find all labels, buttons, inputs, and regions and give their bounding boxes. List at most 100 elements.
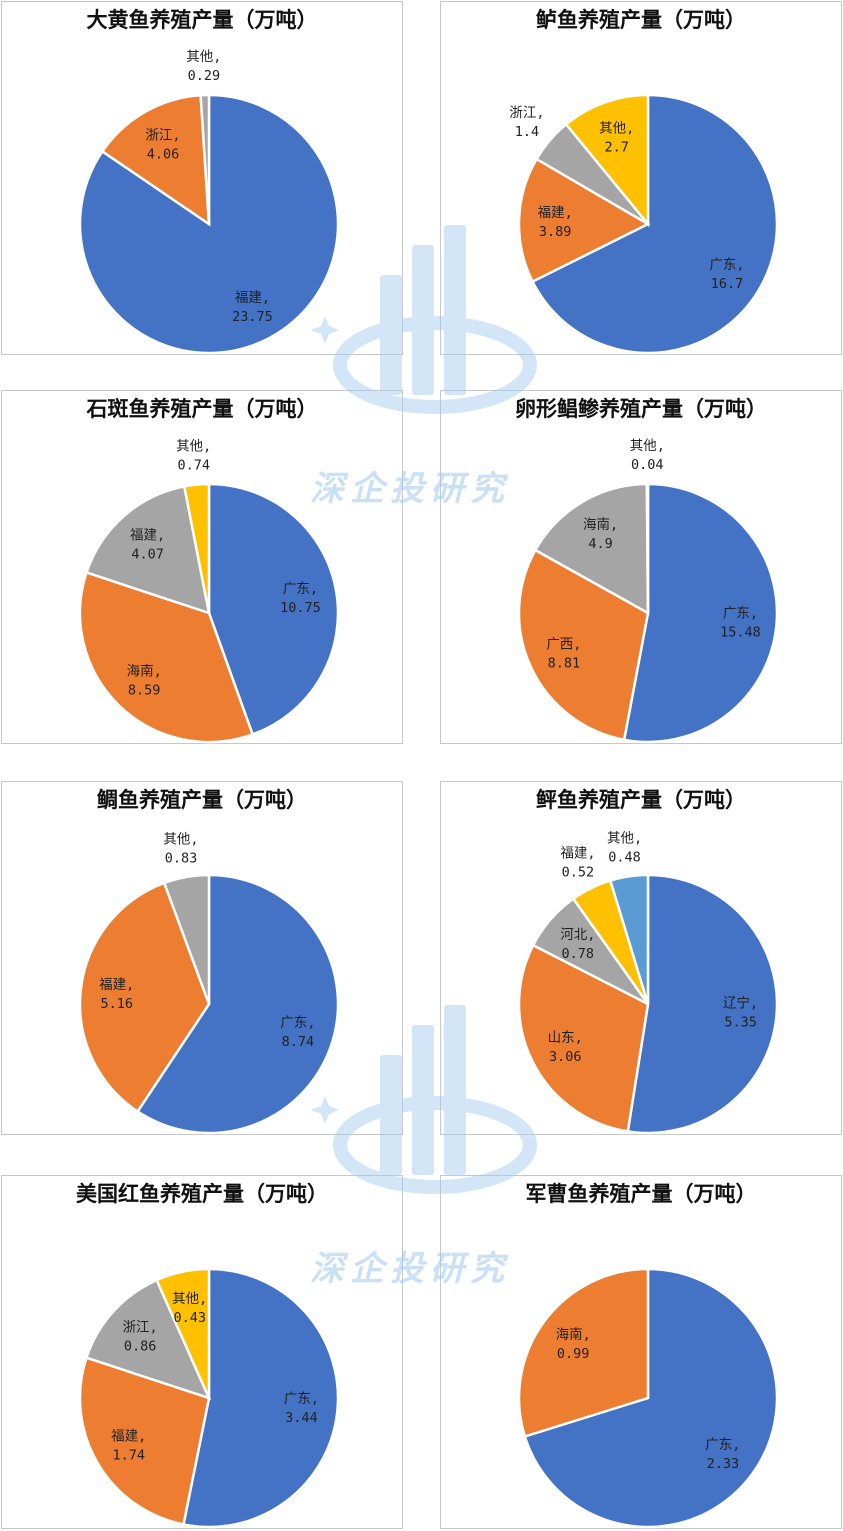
pie-chart-panel: 石斑鱼养殖产量（万吨） 广东, 10.75 海南, 8.59 福建, 4.07 其他, 0.74 [1,390,403,744]
slice-name-label: 辽宁, [723,994,758,1011]
slice-name-label: 浙江, [509,105,544,121]
pie-slice-广东 [182,1267,340,1529]
pie-slice-广东 [207,482,340,737]
pie-slice-广东 [523,1267,779,1529]
pie-slice-广东 [530,93,779,355]
pie-chart-panel: 军曹鱼养殖产量（万吨） 广东, 2.33 海南, 0.99 [440,1175,842,1529]
slice-value-label: 0.29 [188,68,221,84]
chart-title: 石斑鱼养殖产量（万吨） [86,396,318,421]
pie-chart: 广东, 2.33 海南, 0.99 [517,1267,779,1529]
slice-value-label: 0.83 [165,850,198,866]
slice-name-label: 福建, [235,290,270,306]
pie-slice-辽宁 [626,873,779,1135]
slice-value-label: 23.75 [232,309,273,325]
slice-name-label: 其他, [599,121,634,137]
slice-value-label: 2.33 [707,1456,740,1472]
slice-value-label: 10.75 [280,600,321,616]
pie-chart: 广东, 3.44 福建, 1.74 浙江, 0.86 其他, 0.43 [78,1267,340,1529]
pie-slice-其他 [182,482,211,614]
pie-slice-山东 [517,943,650,1133]
slice-value-label: 1.4 [515,124,539,140]
pie-slice-广东 [135,873,340,1135]
slice-value-label: 5.35 [724,1014,757,1030]
pie-chart: 广东, 8.74 福建, 5.16 其他, 0.83 [78,831,340,1135]
pie-slice-福建 [78,1356,211,1526]
pie-slice-福建 [517,157,651,284]
slice-value-label: 4.06 [147,146,180,162]
pie-chart-panel: 鲷鱼养殖产量（万吨） 广东, 8.74 福建, 5.16 其他, 0.83 [1,781,403,1135]
chart-title: 军曹鱼养殖产量（万吨） [525,1181,757,1206]
slice-name-label: 海南, [583,517,618,533]
slice-value-label: 5.16 [100,996,133,1012]
slice-name-label: 山东, [548,1030,583,1046]
pie-slice-海南 [533,482,650,616]
slice-name-label: 广东, [705,1437,740,1453]
pie-slice-其他 [645,482,650,614]
pie-slice-广东 [622,482,779,744]
slice-name-label: 海南, [556,1327,591,1343]
slice-name-label: 其他, [186,49,221,65]
pie-chart: 福建, 23.75 浙江, 4.06 其他, 0.29 [78,49,340,355]
pie-slice-其他 [155,1267,211,1399]
pie-chart-panel: 鲆鱼养殖产量（万吨） 辽宁, 5.35 山东, 3.06 河北, 0.78 福建, 0.52 其他… [440,781,842,1135]
chart-title: 大黄鱼养殖产量（万吨） [86,7,318,32]
slice-value-label: 0.43 [173,1310,206,1326]
pie-slice-浙江 [100,93,211,227]
slice-value-label: 15.48 [720,625,761,641]
pie-chart-panel: 大黄鱼养殖产量（万吨） 福建, 23.75 浙江, 4.06 其他, 0.29 [1,1,403,355]
pie-slice-其他 [162,873,211,1005]
slice-name-label: 浙江, [123,1320,158,1336]
slice-value-label: 3.06 [549,1049,582,1065]
pie-chart-panel: 美国红鱼养殖产量（万吨） 广东, 3.44 福建, 1.74 浙江, 0.86 其他, 0.43 [1,1175,403,1529]
chart-title: 鲆鱼养殖产量（万吨） [536,787,746,812]
slice-name-label: 福建, [99,977,134,993]
pie-slice-福建 [78,881,211,1114]
pie-slice-其他 [608,873,650,1005]
slice-value-label: 3.44 [285,1410,318,1426]
slice-value-label: 0.48 [608,850,641,866]
slice-name-label: 广东, [283,581,318,597]
slice-name-label: 海南, [127,664,162,680]
slice-name-label: 广东, [284,1391,319,1407]
slice-value-label: 8.74 [282,1034,315,1050]
chart-title: 卵形鲳鲹养殖产量（万吨） [515,396,767,421]
slice-name-label: 福建, [130,527,165,543]
pie-slice-广西 [517,548,650,742]
slice-name-label: 其他, [630,438,665,454]
slice-value-label: 8.59 [128,683,161,699]
slice-name-label: 其他, [176,439,211,455]
pie-chart: 广东, 10.75 海南, 8.59 福建, 4.07 其他, 0.74 [78,439,340,744]
slice-value-label: 0.78 [562,946,595,962]
slice-name-label: 浙江, [145,127,180,143]
pie-chart: 辽宁, 5.35 山东, 3.06 河北, 0.78 福建, 0.52 其他, 0.48 [517,831,779,1135]
slice-name-label: 广东, [723,606,758,622]
slice-value-label: 4.07 [131,546,164,562]
slice-name-label: 广东, [280,1015,315,1031]
slice-name-label: 其他, [607,831,642,847]
slice-value-label: 16.7 [711,276,744,292]
slice-name-label: 福建, [111,1429,146,1445]
slice-value-label: 0.86 [124,1339,157,1355]
pie-slice-浙江 [84,1278,212,1401]
slice-value-label: 8.81 [548,655,581,671]
slice-value-label: 0.52 [562,864,595,880]
pie-chart-panel: 鲈鱼养殖产量（万吨） 广东, 16.7 福建, 3.89 浙江, 1.4 其他, 2.7 [440,1,842,355]
pie-chart-panel: 卵形鲳鲹养殖产量（万吨） 广东, 15.48 广西, 8.81 海南, 4.9 其他, 0.04 [440,390,842,744]
pie-slice-其他 [199,93,211,225]
pie-slice-海南 [78,570,255,744]
slice-value-label: 2.7 [605,140,629,156]
slice-name-label: 其他, [163,831,198,847]
pie-slice-海南 [517,1267,650,1439]
slice-value-label: 0.99 [557,1346,590,1362]
slice-value-label: 3.89 [539,224,572,240]
slice-name-label: 河北, [560,927,595,943]
slice-name-label: 广东, [709,257,744,273]
slice-name-label: 广西, [546,636,581,652]
chart-title: 鲈鱼养殖产量（万吨） [536,7,746,32]
slice-value-label: 1.74 [112,1448,145,1464]
slice-value-label: 0.04 [631,457,664,473]
slice-name-label: 福建, [538,205,573,221]
slice-value-label: 0.74 [177,458,210,474]
chart-title: 美国红鱼养殖产量（万吨） [76,1181,328,1206]
pie-chart: 广东, 16.7 福建, 3.89 浙江, 1.4 其他, 2.7 [509,93,779,355]
